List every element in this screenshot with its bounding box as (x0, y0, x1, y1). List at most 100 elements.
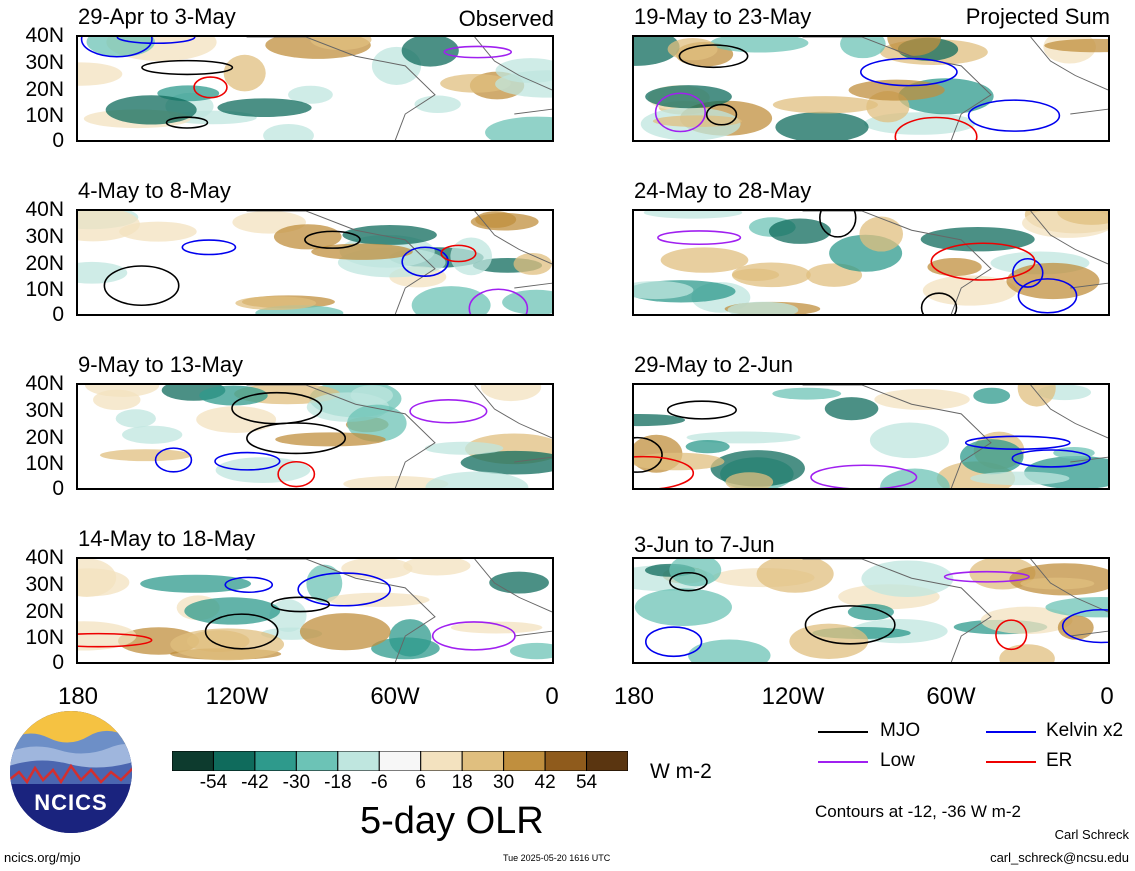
lon-label: 0 (1100, 683, 1114, 710)
low-line-swatch (818, 761, 868, 763)
olr-map (76, 209, 554, 316)
wave-contour (657, 230, 742, 245)
footer-email: carl_schreck@ncsu.edu (990, 850, 1129, 865)
ncics-logo: NCICS (9, 710, 133, 834)
wave-contour (141, 59, 234, 76)
wave-contour (1011, 449, 1091, 468)
panel-title: 3-Jun to 7-Jun (634, 532, 775, 557)
olr-anomaly-blob (310, 37, 372, 51)
lat-label: 30N (25, 51, 64, 74)
olr-anomaly-blob (1045, 597, 1108, 618)
olr-anomaly-blob (371, 637, 440, 660)
lat-label: 0 (52, 477, 64, 500)
olr-anomaly-blob (859, 216, 904, 252)
olr-anomaly-blob (440, 74, 511, 93)
olr-anomaly-blob (840, 37, 886, 59)
olr-anomaly-blob (652, 115, 742, 127)
olr-anomaly-blob (634, 413, 686, 427)
olr-anomaly-blob (660, 247, 749, 273)
wave-contour (116, 37, 196, 45)
olr-anomaly-blob (403, 559, 471, 576)
olr-anomaly-blob (772, 387, 842, 400)
panel-title: 14-May to 18-May (78, 526, 256, 551)
lat-label: 30N (25, 573, 64, 596)
colorbar-swatch (212, 751, 256, 771)
colorbar-tick-label: 54 (575, 772, 598, 793)
olr-map (76, 383, 554, 490)
observed-tag: Observed (458, 6, 554, 31)
olr-anomaly-blob (263, 124, 314, 140)
olr-map (632, 35, 1110, 142)
wave-contour (154, 447, 193, 473)
olr-anomaly-blob (223, 54, 266, 92)
olr-anomaly-blob (688, 639, 771, 662)
olr-anomaly-blob (495, 70, 552, 98)
colorbar-units: W m-2 (650, 760, 712, 783)
wave-contour (80, 37, 153, 58)
olr-map (76, 557, 554, 664)
lon-label: 120W (761, 683, 825, 710)
colorbar-tick-label: 30 (493, 772, 515, 793)
colorbar-tick-label: -54 (199, 772, 228, 793)
olr-anomaly-blob (140, 574, 252, 593)
olr-anomaly-blob (685, 439, 730, 454)
olr-anomaly-blob (115, 409, 156, 428)
lat-label: 40N (25, 198, 64, 221)
mjo-line-swatch (818, 731, 868, 733)
coastline (802, 559, 1108, 662)
er-line-swatch (986, 761, 1036, 763)
olr-anomaly-blob (78, 568, 130, 597)
wave-contour (231, 391, 323, 425)
olr-anomaly-blob (1044, 38, 1108, 53)
olr-anomaly-blob (634, 37, 680, 66)
olr-field (634, 37, 1108, 140)
olr-anomaly-blob (775, 111, 869, 140)
olr-anomaly-blob (199, 385, 268, 406)
wave-contour (193, 76, 228, 99)
olr-anomaly-blob (645, 85, 732, 109)
wave-contour (224, 576, 274, 593)
panel-title: 19-May to 23-May (634, 4, 812, 29)
wave-contour (304, 230, 361, 249)
olr-field (634, 559, 1108, 662)
olr-anomaly-blob (341, 559, 413, 580)
colorbar-swatch (295, 751, 339, 771)
olr-map (632, 557, 1110, 664)
wave-contour (964, 435, 1071, 450)
olr-anomaly-blob (1006, 262, 1100, 300)
olr-anomaly-blob (667, 37, 718, 61)
colorbar-swatch (503, 751, 546, 771)
lat-label: 20N (25, 600, 64, 623)
olr-anomaly-blob (470, 213, 539, 231)
wave-contour (859, 57, 958, 87)
wave-contour (634, 455, 695, 488)
colorbar-tick-label: 18 (451, 772, 473, 793)
lat-label: 0 (52, 651, 64, 674)
wave-contour (894, 116, 978, 140)
olr-anomaly-blob (513, 252, 552, 275)
lat-label: 10N (25, 452, 64, 475)
lon-label: 180 (57, 683, 99, 710)
olr-anomaly-blob (184, 597, 281, 625)
coastline (802, 211, 1108, 314)
olr-field (78, 559, 552, 662)
contour-note: Contours at -12, -36 W m-2 (815, 802, 1021, 821)
olr-anomaly-blob (489, 571, 549, 594)
colorbar-swatch (172, 751, 214, 771)
olr-anomaly-blob (78, 211, 140, 242)
colorbar-swatch (337, 751, 380, 771)
wave-contour (297, 572, 391, 607)
footer-timestamp: Tue 2025-05-20 1616 UTC (503, 853, 611, 863)
olr-anomaly-blob (848, 79, 945, 101)
wave-contour (103, 265, 180, 307)
wave-contour (270, 596, 331, 613)
lon-label: 0 (545, 683, 559, 710)
colorbar-title: 5-day OLR (360, 800, 544, 842)
colorbar-tick-label: -6 (370, 772, 388, 793)
lat-label: 10N (25, 104, 64, 127)
wave-contour (678, 44, 749, 69)
olr-anomaly-blob (973, 387, 1011, 404)
wave-contour (995, 619, 1028, 651)
olr-anomaly-blob (710, 37, 809, 53)
